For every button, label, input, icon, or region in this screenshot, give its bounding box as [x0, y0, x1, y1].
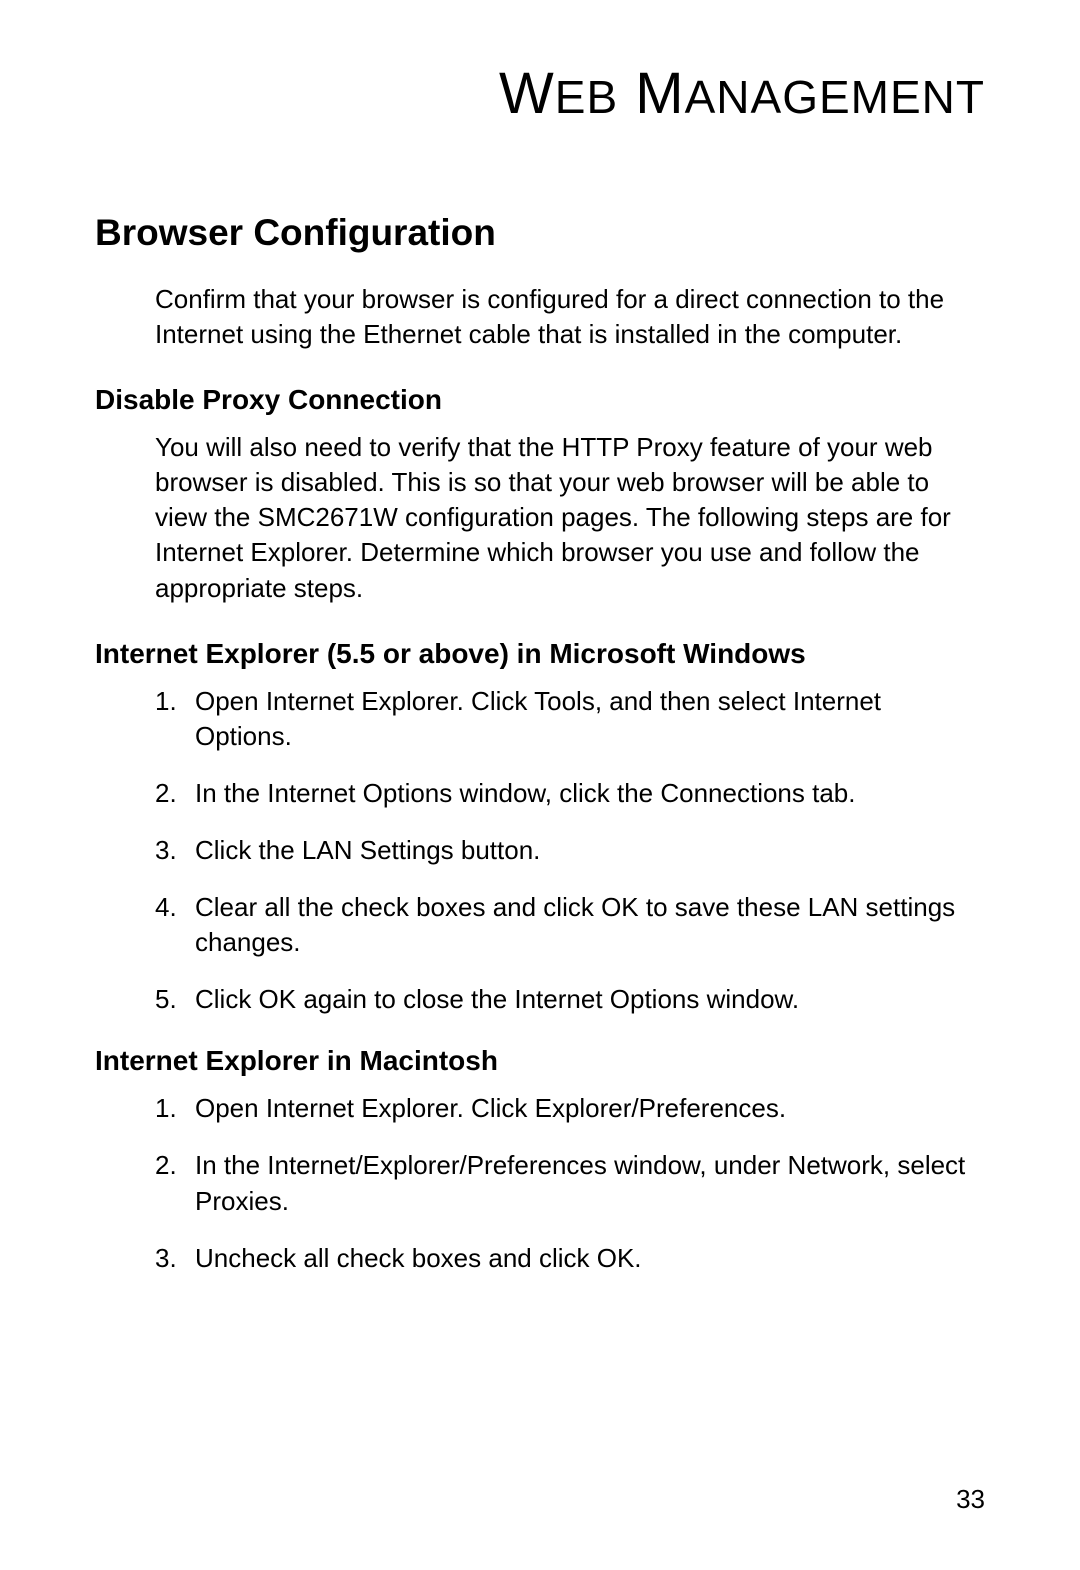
document-page: WEB MANAGEMENT Browser Configuration Con… [0, 0, 1080, 1570]
list-item-text: Open Internet Explorer. Click Explorer/P… [195, 1091, 985, 1126]
list-item-text: Uncheck all check boxes and click OK. [195, 1241, 985, 1276]
subsection-ie-windows: Internet Explorer (5.5 or above) in Micr… [95, 638, 985, 670]
intro-paragraph: Confirm that your browser is configured … [155, 282, 985, 352]
chapter-title-cap-2: M [635, 61, 684, 126]
list-item-text: Clear all the check boxes and click OK t… [195, 890, 985, 960]
list-item: 2.In the Internet/Explorer/Preferences w… [155, 1148, 985, 1218]
list-item: 3.Uncheck all check boxes and click OK. [155, 1241, 985, 1276]
chapter-title-rest-2: ANAGEMENT [685, 71, 985, 123]
list-item: 2.In the Internet Options window, click … [155, 776, 985, 811]
list-item-number: 2. [155, 776, 195, 811]
list-item: 1.Open Internet Explorer. Click Tools, a… [155, 684, 985, 754]
list-item: 4.Clear all the check boxes and click OK… [155, 890, 985, 960]
list-item-text: Open Internet Explorer. Click Tools, and… [195, 684, 985, 754]
list-item: 3.Click the LAN Settings button. [155, 833, 985, 868]
list-item: 1.Open Internet Explorer. Click Explorer… [155, 1091, 985, 1126]
list-item-number: 2. [155, 1148, 195, 1218]
list-item-text: In the Internet Options window, click th… [195, 776, 985, 811]
list-item: 5.Click OK again to close the Internet O… [155, 982, 985, 1017]
mac-steps-list: 1.Open Internet Explorer. Click Explorer… [155, 1091, 985, 1275]
page-number: 33 [956, 1484, 985, 1515]
subsection-disable-proxy: Disable Proxy Connection [95, 384, 985, 416]
chapter-title-rest-1: EB [555, 71, 618, 123]
list-item-number: 5. [155, 982, 195, 1017]
list-item-number: 3. [155, 1241, 195, 1276]
list-item-number: 1. [155, 684, 195, 754]
windows-steps-list: 1.Open Internet Explorer. Click Tools, a… [155, 684, 985, 1018]
disable-proxy-paragraph: You will also need to verify that the HT… [155, 430, 985, 605]
list-item-number: 4. [155, 890, 195, 960]
section-heading: Browser Configuration [95, 212, 985, 254]
list-item-text: Click the LAN Settings button. [195, 833, 985, 868]
list-item-number: 1. [155, 1091, 195, 1126]
chapter-title: WEB MANAGEMENT [95, 60, 985, 127]
chapter-title-cap-1: W [499, 61, 555, 126]
list-item-text: Click OK again to close the Internet Opt… [195, 982, 985, 1017]
subsection-ie-mac: Internet Explorer in Macintosh [95, 1045, 985, 1077]
list-item-number: 3. [155, 833, 195, 868]
list-item-text: In the Internet/Explorer/Preferences win… [195, 1148, 985, 1218]
